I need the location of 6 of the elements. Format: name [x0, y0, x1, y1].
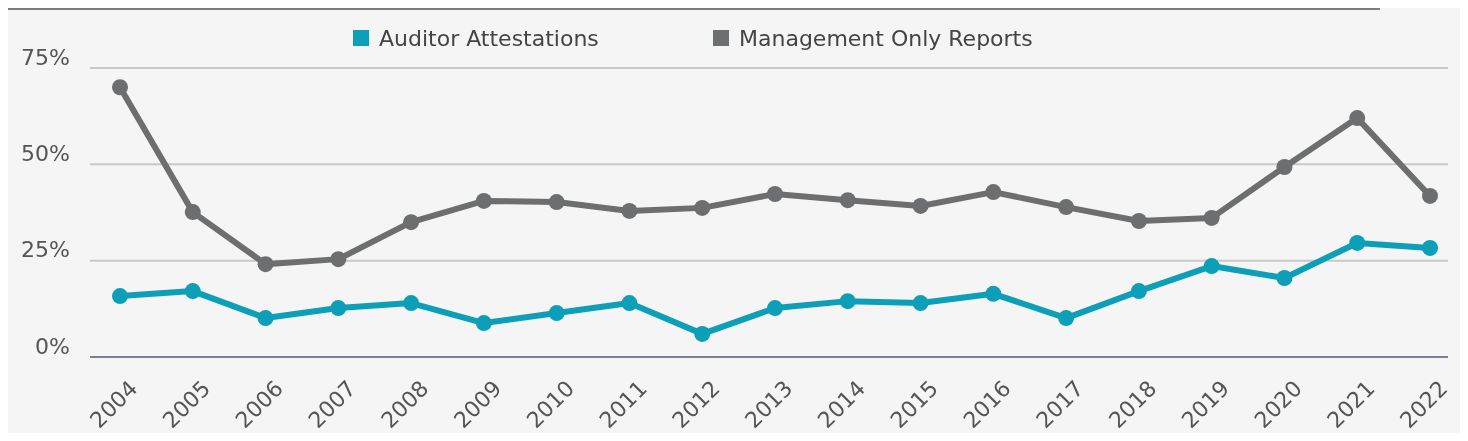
y-tick-label: 50% — [21, 141, 70, 167]
legend-label: Management Only Reports — [739, 25, 1033, 51]
y-tick-label: 75% — [21, 44, 70, 70]
legend-label: Auditor Attestations — [379, 25, 599, 51]
y-tick-label: 0% — [35, 333, 70, 359]
y-tick-label: 25% — [21, 237, 70, 263]
